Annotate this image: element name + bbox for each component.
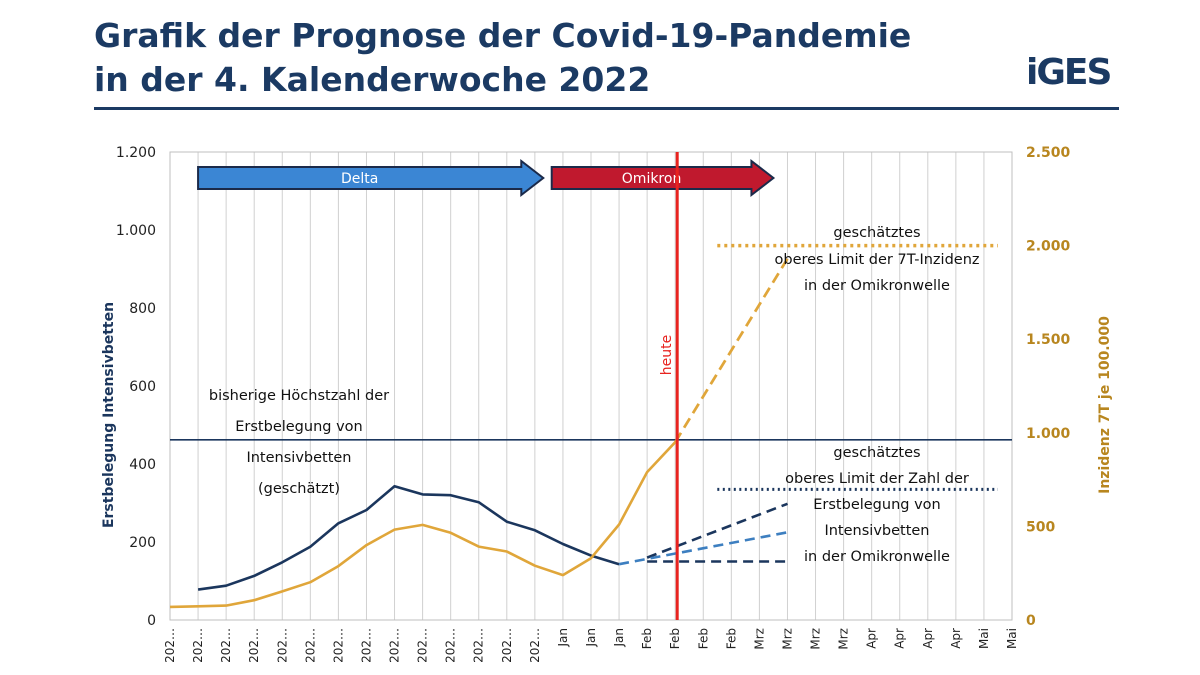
x-tick-label: Jan — [584, 628, 598, 648]
y2-tick-label: 1.500 — [1026, 332, 1071, 348]
x-tick-label: 202… — [444, 628, 458, 663]
x-tick-label: 202… — [472, 628, 486, 663]
x-tick-label: Jan — [556, 628, 570, 648]
x-tick-label: 202… — [388, 628, 402, 663]
y2-tick-label: 1.000 — [1026, 426, 1071, 442]
plot-frame — [169, 151, 1013, 621]
y2-tick-label: 0 — [1026, 613, 1036, 629]
y-tick-label: 200 — [129, 535, 156, 551]
x-tick-label: Mai — [977, 628, 991, 649]
icu-limit-annotation: in der Omikronwelle — [804, 549, 950, 565]
x-tick-label: Feb — [724, 628, 738, 649]
x-tick-label: 202… — [416, 628, 430, 663]
forecast-line — [646, 502, 788, 559]
phase-label: Delta — [341, 171, 378, 187]
y-tick-label: 600 — [129, 379, 156, 395]
x-tick-label: Apr — [921, 628, 935, 649]
x-tick-label: Mrz — [809, 628, 823, 650]
y2-axis-title: Inzidenz 7T je 100.000 — [1097, 316, 1113, 494]
x-tick-label: Mrz — [837, 628, 851, 650]
x-tick-label: Apr — [949, 628, 963, 649]
x-tick-label: 202… — [331, 628, 345, 663]
x-tick-label: Feb — [668, 628, 682, 649]
title-line-1: Grafik der Prognose der Covid-19-Pandemi… — [94, 16, 912, 55]
today-label: heute — [659, 335, 675, 375]
icu-limit-annotation: Intensivbetten — [824, 523, 929, 539]
max-icu-annotation: (geschätzt) — [258, 481, 340, 497]
page-title: Grafik der Prognose der Covid-19-Pandemi… — [94, 14, 911, 102]
icu-limit-annotation: Erstbelegung von — [813, 497, 940, 513]
forecast-line — [674, 257, 789, 443]
y2-tick-label: 2.000 — [1026, 239, 1071, 255]
chart-axes: 0 200 400 600 800 1.000 1.200 0 500 1.000 1.500 2.0… — [101, 145, 1113, 663]
x-tick-label: Jan — [612, 628, 626, 648]
phase-label: Omikron — [622, 171, 682, 187]
max-icu-annotation: bisherige Höchstzahl der — [209, 388, 389, 404]
max-icu-annotation: Erstbelegung von — [235, 419, 362, 435]
y-tick-label: 1.000 — [116, 223, 156, 239]
header-rule — [94, 107, 1119, 110]
x-tick-label: 202… — [303, 628, 317, 663]
icu-limit-annotation: geschätztes — [833, 445, 920, 461]
x-tick-label: Apr — [865, 628, 879, 649]
y2-tick-label: 500 — [1026, 519, 1055, 535]
x-tick-label: 202… — [500, 628, 514, 663]
x-tick-label: Feb — [696, 628, 710, 649]
x-tick-label: 202… — [359, 628, 373, 663]
incidence-limit-annotation: oberes Limit der 7T-Inzidenz — [775, 252, 980, 268]
x-tick-label: 202… — [191, 628, 205, 663]
x-tick-label: Mrz — [752, 628, 766, 650]
chart-grid — [169, 152, 1013, 620]
y2-tick-label: 2.500 — [1026, 145, 1071, 161]
x-tick-label: Feb — [640, 628, 654, 649]
iges-logo: iGES — [1026, 52, 1112, 93]
phase-arrow-omikron — [550, 158, 776, 198]
x-tick-label: 202… — [275, 628, 289, 663]
x-tick-label: 202… — [247, 628, 261, 663]
y-axis-title: Erstbelegung Intensivbetten — [101, 302, 117, 528]
y-tick-label: 1.200 — [116, 145, 156, 161]
max-icu-annotation: Intensivbetten — [246, 450, 351, 466]
incidence-limit-annotation: in der Omikronwelle — [804, 278, 950, 294]
reference-lines — [170, 243, 1012, 491]
y-tick-label: 800 — [129, 301, 156, 317]
forecast-line — [618, 531, 788, 566]
x-tick-label: 202… — [528, 628, 542, 663]
y-tick-label: 0 — [147, 613, 156, 629]
x-tick-label: Mai — [1005, 628, 1019, 649]
x-tick-label: Mrz — [780, 628, 794, 650]
y-tick-label: 400 — [129, 457, 156, 473]
incidence-limit-annotation: geschätztes — [833, 225, 920, 241]
icu-limit-annotation: oberes Limit der Zahl der — [785, 471, 969, 487]
title-line-2: in der 4. Kalenderwoche 2022 — [94, 60, 651, 99]
chart-series — [169, 152, 789, 620]
x-tick-label: Apr — [893, 628, 907, 649]
phase-arrow-delta — [197, 158, 545, 198]
chart-labels: heute bisherige Höchstzahl der Erstbelegun… — [209, 225, 980, 565]
icu-line — [197, 484, 620, 591]
phase-arrows: Delta Omikron — [197, 158, 776, 198]
x-tick-label: 202… — [219, 628, 233, 663]
x-tick-label: 202… — [163, 628, 177, 663]
